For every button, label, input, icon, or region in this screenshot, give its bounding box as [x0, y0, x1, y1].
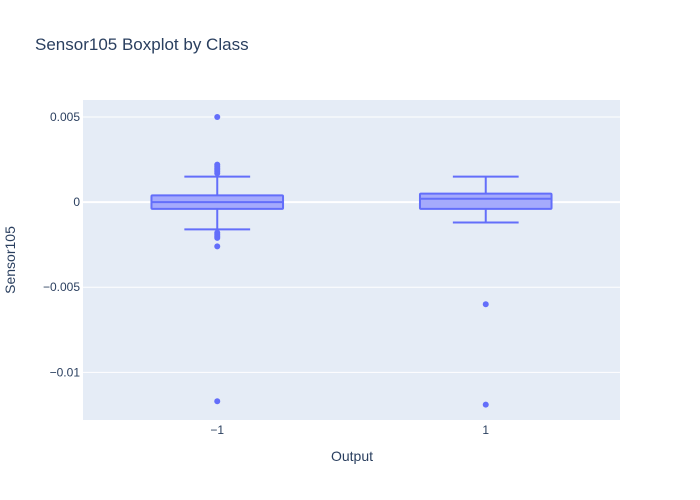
outlier-point [214, 243, 221, 250]
plot-area [83, 100, 620, 420]
outlier-point [214, 398, 221, 405]
x-tick-label: 1 [482, 423, 489, 437]
box-trace [150, 114, 285, 405]
outlier-point [482, 401, 489, 408]
y-tick-label: −0.01 [50, 365, 81, 379]
y-axis-title: Sensor105 [2, 226, 18, 294]
y-tick-label: 0 [73, 195, 80, 209]
outlier-point [214, 170, 221, 177]
box-series [150, 114, 553, 408]
x-tick-label: −1 [210, 423, 224, 437]
x-axis-title: Output [331, 448, 373, 464]
y-tick-label: −0.005 [43, 280, 80, 294]
outlier-point [214, 234, 221, 241]
box-iqr [418, 192, 553, 210]
y-tick-label: 0.005 [50, 110, 80, 124]
y-tick-labels: 0.005 0 −0.005 −0.01 [43, 110, 80, 379]
outlier-point [214, 114, 221, 121]
chart-title: Sensor105 Boxplot by Class [35, 35, 249, 54]
outlier-point [482, 301, 489, 308]
box-trace [418, 175, 553, 408]
x-tick-labels: −1 1 [210, 423, 489, 437]
